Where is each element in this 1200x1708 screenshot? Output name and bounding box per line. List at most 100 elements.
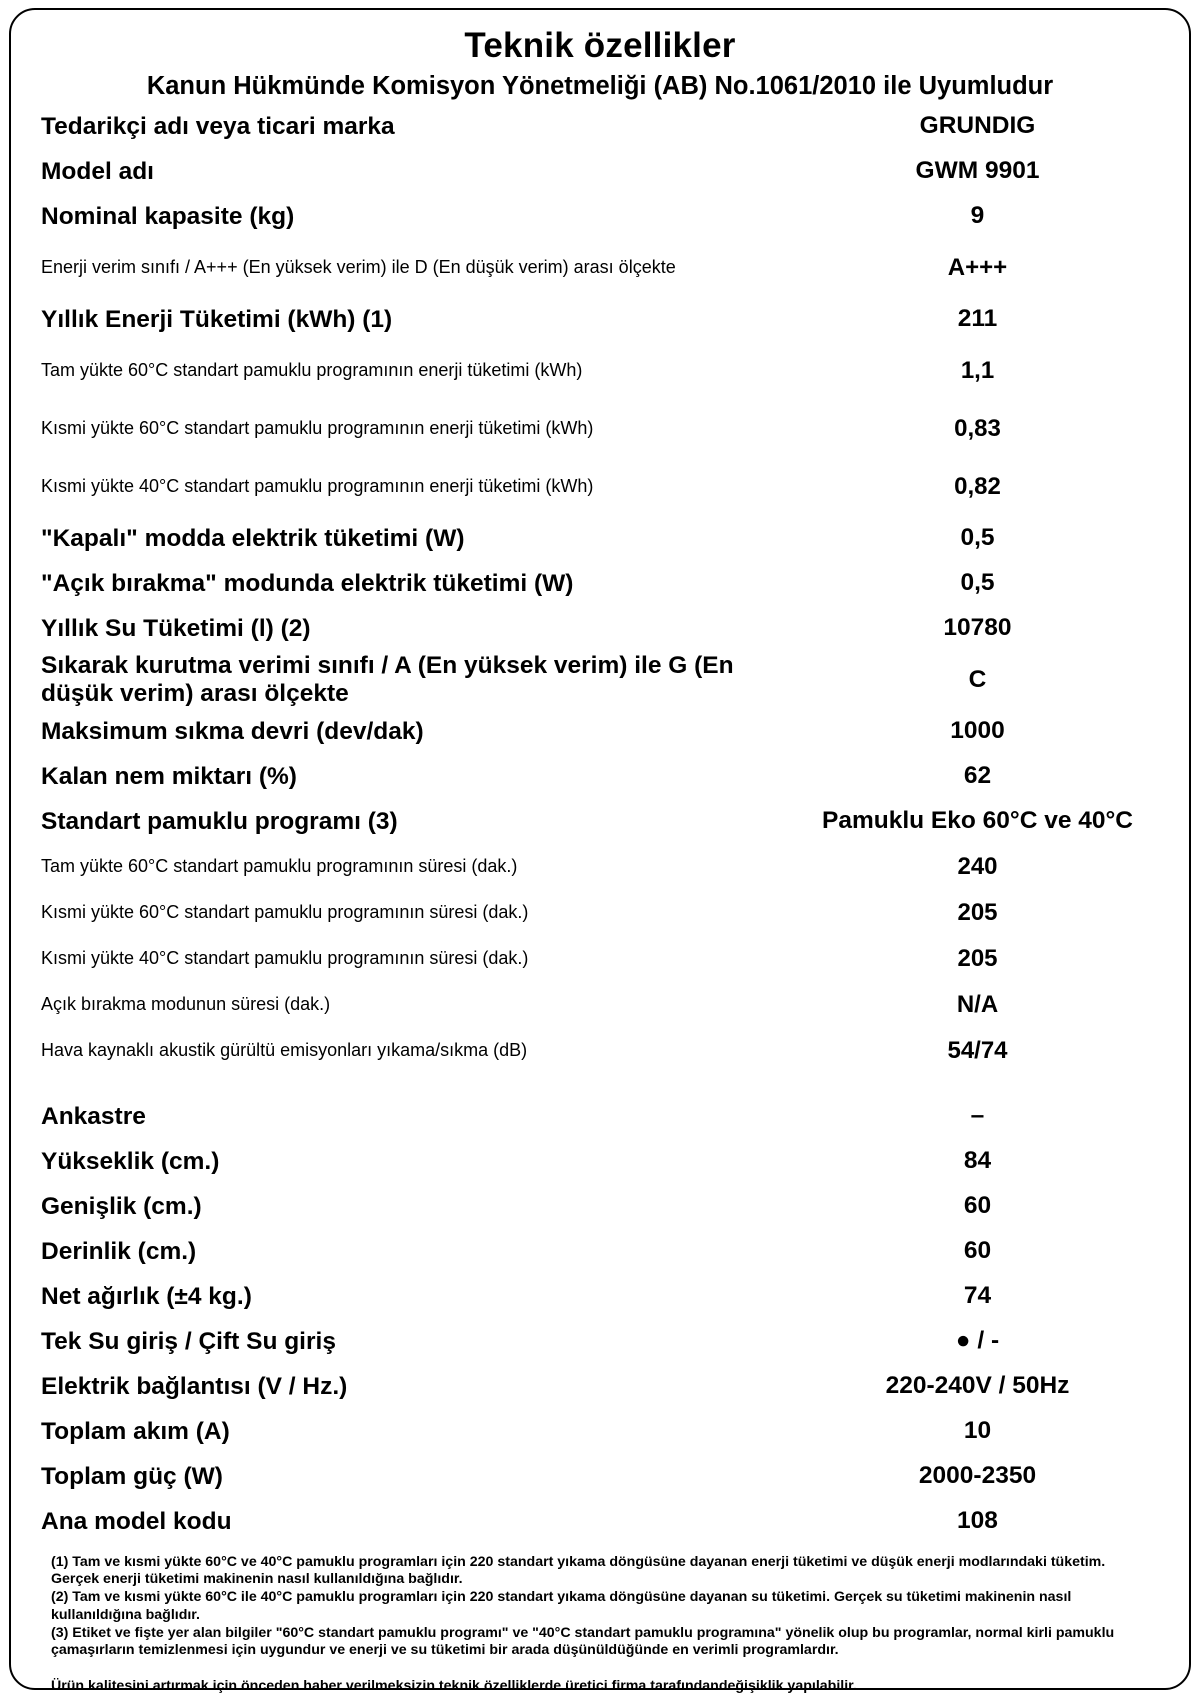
spec-row: Yükseklik (cm.) 84 [41,1139,1159,1184]
spec-row-value: GRUNDIG [919,112,1036,140]
spec-row-label: Model adı [41,157,154,185]
spec-row-value: 205 [957,944,998,972]
spec-row-value: 60 [963,1192,992,1220]
spec-row-value: – [970,1102,985,1130]
spec-row: Net ağırlık (±4 kg.) 74 [41,1274,1159,1319]
spec-row-label: Derinlik (cm.) [41,1237,197,1265]
spec-sheet-card: Teknik özellikler Kanun Hükmünde Komisyo… [9,8,1191,1694]
spec-row-label: Sıkarak kurutma verimi sınıfı / A (En yü… [41,652,734,707]
spec-row-value: 240 [957,852,998,880]
spec-row: Tek Su giriş / Çift Su giriş ● / - [41,1319,1159,1364]
spec-row-label: Tedarikçi adı veya ticari marka [41,112,395,140]
spec-row-label: Toplam güç (W) [41,1462,223,1490]
spec-row: Tam yükte 60°C standart pamuklu programı… [41,342,1159,400]
spec-row-label: Kısmi yükte 60°C standart pamuklu progra… [41,902,529,923]
spec-row: Ana model kodu 108 [41,1499,1159,1544]
spec-row: Hava kaynaklı akustik gürültü emisyonlar… [41,1028,1159,1074]
spec-row-label: Hava kaynaklı akustik gürültü emisyonlar… [41,1040,528,1061]
spec-row-label: Enerji verim sınıfı / A+++ (En yüksek ve… [41,257,676,278]
spec-row-label: Ankastre [41,1102,146,1130]
spec-row-label: Tek Su giriş / Çift Su giriş [41,1327,336,1355]
spec-row: "Açık bırakma" modunda elektrik tüketimi… [41,561,1159,606]
spec-row-label: Ana model kodu [41,1507,232,1535]
spec-row: Yıllık Su Tüketimi (l) (2) 10780 [41,606,1159,651]
spec-row-value: GWM 9901 [915,157,1040,185]
spec-row-value: ● / - [955,1327,1000,1355]
spec-row: Kısmi yükte 40°C standart pamuklu progra… [41,936,1159,982]
spec-row-value: 108 [957,1507,998,1535]
spec-row-value: 220-240V / 50Hz [885,1372,1070,1400]
spec-row-label: Tam yükte 60°C standart pamuklu programı… [41,360,583,381]
spec-row: Kısmi yükte 40°C standart pamuklu progra… [41,458,1159,516]
spec-row-value: A+++ [947,253,1008,281]
spec-row-value: 54/74 [947,1036,1008,1064]
spec-row: Nominal kapasite (kg) 9 [41,194,1159,239]
spec-row: Toplam güç (W) 2000-2350 [41,1454,1159,1499]
spec-row: Toplam akım (A) 10 [41,1409,1159,1454]
regulation-subtitle: Kanun Hükmünde Komisyon Yönetmeliği (AB)… [146,72,1054,100]
spec-row-label: Toplam akım (A) [41,1417,230,1445]
spec-row-label: Elektrik bağlantısı (V / Hz.) [41,1372,348,1400]
spec-row: Maksimum sıkma devri (dev/dak) 1000 [41,709,1159,754]
spec-row: Tedarikçi adı veya ticari marka GRUNDIG [41,104,1159,149]
spec-row-label: "Kapalı" modda elektrik tüketimi (W) [41,524,465,552]
spec-row-value: 0,82 [954,472,1001,500]
spec-row-value: 205 [957,898,998,926]
spec-row-label: Kısmi yükte 40°C standart pamuklu progra… [41,476,594,497]
spec-row-value: N/A [956,990,999,1018]
spec-row-label: Nominal kapasite (kg) [41,202,295,230]
spec-row: "Kapalı" modda elektrik tüketimi (W) 0,5 [41,516,1159,561]
spec-row-value: 211 [957,305,998,333]
spec-row: Kalan nem miktarı (%) 62 [41,754,1159,799]
spec-row-label: Tam yükte 60°C standart pamuklu programı… [41,856,518,877]
spec-row: Standart pamuklu programı (3) Pamuklu Eko… [41,799,1159,844]
spec-row-label: Açık bırakma modunun süresi (dak.) [41,994,331,1015]
spec-table-primary-body: Tedarikçi adı veya ticari marka GRUNDIG Mo… [41,104,1159,1074]
footnote: (3) Etiket ve fişte yer alan bilgiler "6… [51,1625,1115,1659]
spec-row-value: 10780 [943,614,1012,642]
page-title: Teknik özellikler [464,26,736,65]
spec-row: Açık bırakma modunun süresi (dak.) N/A [41,982,1159,1028]
spec-row-label: Standart pamuklu programı (3) [41,807,398,835]
spec-row-label: Yıllık Su Tüketimi (l) (2) [41,614,311,642]
spec-row-value: 9 [970,202,985,230]
spec-row-value: Pamuklu Eko 60°C ve 40°C [821,807,1133,835]
spec-row-value: 0,5 [960,524,995,552]
spec-row: Kısmi yükte 60°C standart pamuklu progra… [41,890,1159,936]
spec-table-dimensions-body: Ankastre – Yükseklik (cm.) 84 Genişlik (cm.)… [41,1094,1159,1544]
spec-row-value: 74 [963,1282,992,1310]
spec-row-label: Kısmi yükte 60°C standart pamuklu progra… [41,418,594,439]
spec-row: Sıkarak kurutma verimi sınıfı / A (En yü… [41,651,1159,709]
spec-row-value: 1000 [950,717,1005,745]
spec-row: Kısmi yükte 60°C standart pamuklu progra… [41,400,1159,458]
spec-row-label: "Açık bırakma" modunda elektrik tüketimi… [41,569,574,597]
spec-row-value: C [968,665,987,693]
spec-row-value: 62 [963,762,992,790]
spec-row: Yıllık Enerji Tüketimi (kWh) (1) 211 [41,297,1159,342]
spec-row-label: Kısmi yükte 40°C standart pamuklu progra… [41,948,529,969]
spec-row: Enerji verim sınıfı / A+++ (En yüksek ve… [41,239,1159,297]
spec-row-value: 84 [963,1147,992,1175]
section-spacer [41,1074,1159,1094]
spec-row: Derinlik (cm.) 60 [41,1229,1159,1274]
spec-row: Tam yükte 60°C standart pamuklu programı… [41,844,1159,890]
spec-row: Model adı GWM 9901 [41,149,1159,194]
spec-row-label: Genişlik (cm.) [41,1192,202,1220]
spec-row: Genişlik (cm.) 60 [41,1184,1159,1229]
spec-table-dimensions: Ankastre – Yükseklik (cm.) 84 Genişlik (cm.)… [41,1094,1159,1544]
spec-row-value: 1,1 [960,356,995,384]
spec-row-label: Kalan nem miktarı (%) [41,762,297,790]
spec-row-value: 0,5 [960,569,995,597]
footnote: (1) Tam ve kısmi yükte 60°C ve 40°C pamu… [51,1553,1106,1588]
spec-row: Elektrik bağlantısı (V / Hz.) 220-240V / … [41,1364,1159,1409]
spec-row-label: Net ağırlık (±4 kg.) [41,1282,252,1310]
disclaimer-text: Ürün kalitesini artırmak için önceden ha… [51,1677,857,1694]
spec-row-value: 60 [963,1237,992,1265]
spec-row-value: 2000-2350 [918,1462,1037,1490]
spec-row: Ankastre – [41,1094,1159,1139]
spec-table-primary: Tedarikçi adı veya ticari marka GRUNDIG Mo… [41,104,1159,1074]
footnotes-block: (1) Tam ve kısmi yükte 60°C ve 40°C pamu… [41,1554,1159,1660]
spec-row-label: Yükseklik (cm.) [41,1147,220,1175]
footnote: (2) Tam ve kısmi yükte 60°C ile 40°C pam… [51,1589,1072,1623]
spec-row-value: 10 [963,1417,992,1445]
